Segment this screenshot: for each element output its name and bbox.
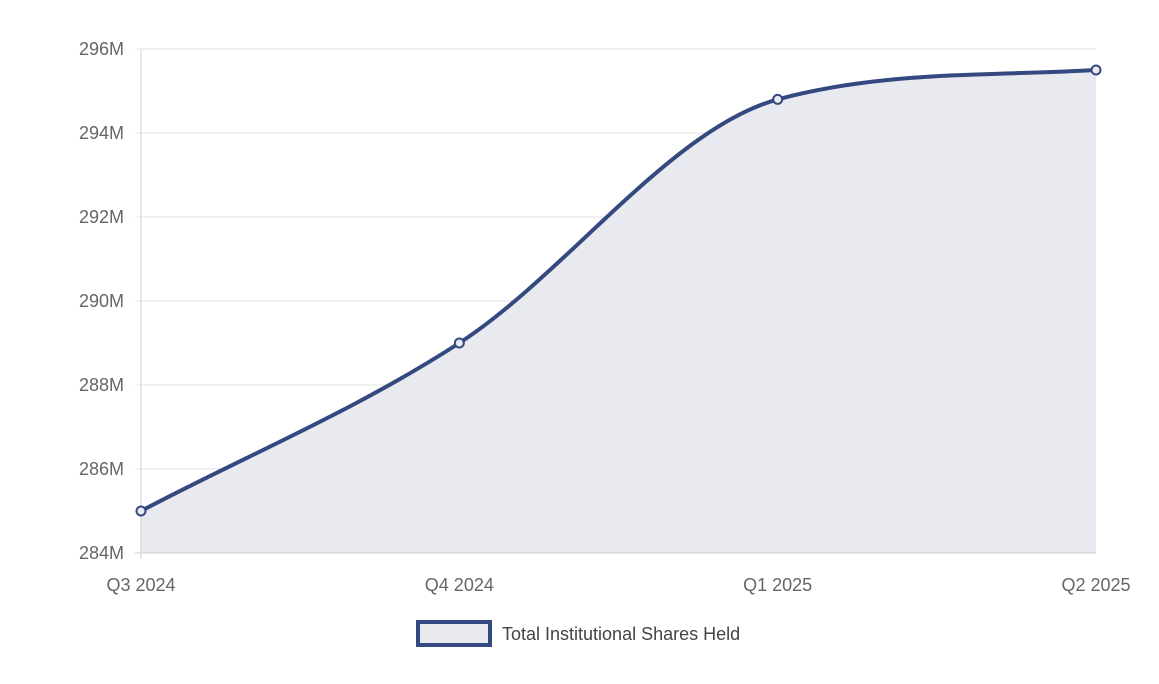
y-tick-label: 290M bbox=[79, 291, 124, 311]
series-line-group bbox=[139, 68, 1098, 513]
x-tick-label: Q1 2025 bbox=[743, 575, 812, 595]
y-tick-label: 294M bbox=[79, 123, 124, 143]
y-tick-label: 284M bbox=[79, 543, 124, 563]
x-tick-label: Q2 2025 bbox=[1061, 575, 1130, 595]
x-axis-tick-labels: Q3 2024 Q4 2024 Q1 2025 Q2 2025 bbox=[106, 575, 1130, 595]
data-points bbox=[135, 64, 1102, 517]
series-area-fill bbox=[141, 70, 1096, 553]
legend-swatch bbox=[416, 620, 492, 647]
data-point-q3-2024[interactable] bbox=[135, 505, 147, 517]
axes bbox=[135, 49, 1096, 559]
data-point-q2-2025[interactable] bbox=[1090, 64, 1102, 76]
legend-item[interactable]: Total Institutional Shares Held bbox=[416, 620, 740, 647]
y-tick-label: 286M bbox=[79, 459, 124, 479]
y-tick-label: 288M bbox=[79, 375, 124, 395]
y-tick-label: 292M bbox=[79, 207, 124, 227]
data-point-q4-2024[interactable] bbox=[453, 337, 465, 349]
y-axis-tick-labels: 284M 286M 288M 290M 292M 294M 296M bbox=[79, 39, 124, 563]
series-line bbox=[139, 68, 1098, 513]
legend[interactable]: Total Institutional Shares Held bbox=[416, 620, 740, 647]
x-tick-label: Q4 2024 bbox=[425, 575, 494, 595]
x-tick-label: Q3 2024 bbox=[106, 575, 175, 595]
series-area bbox=[141, 70, 1096, 553]
y-tick-label: 296M bbox=[79, 39, 124, 59]
data-point-q1-2025[interactable] bbox=[772, 93, 784, 105]
legend-label: Total Institutional Shares Held bbox=[502, 624, 740, 644]
